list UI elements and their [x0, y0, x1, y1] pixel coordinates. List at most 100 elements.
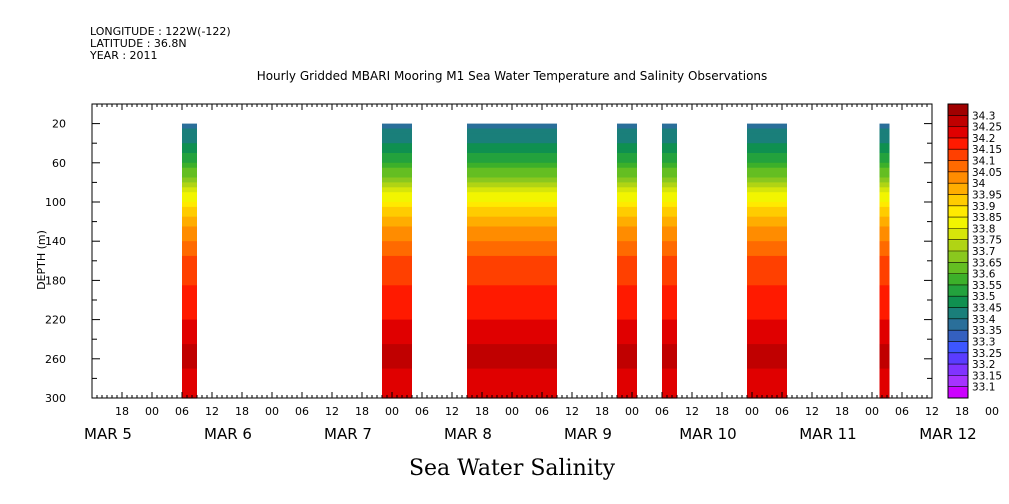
salinity-cell [662, 197, 677, 203]
salinity-cell [617, 128, 637, 134]
colorbar-label: 33.6 [972, 269, 996, 281]
axes: 20 60 100 140 180 220 260 300 18 00 06 12 18 00 06 12 18… [45, 103, 999, 443]
x-tick-label: 12 [805, 405, 819, 418]
colorbar-label: 33.55 [972, 280, 1002, 292]
salinity-cell [662, 157, 677, 164]
x-day-label: MAR 11 [799, 425, 856, 443]
salinity-cell [382, 148, 412, 154]
salinity-cell [382, 128, 412, 134]
data-segment [182, 123, 197, 399]
salinity-cell [467, 373, 557, 379]
salinity-cell [617, 172, 637, 179]
salinity-cell [182, 295, 197, 301]
salinity-cell [662, 167, 677, 174]
salinity-cell [747, 275, 787, 281]
salinity-cell [467, 344, 557, 350]
x-tick-label: 06 [175, 405, 189, 418]
salinity-cell [747, 319, 787, 326]
salinity-cell [467, 162, 557, 169]
salinity-cell [467, 319, 557, 326]
salinity-cell [617, 153, 637, 159]
salinity-cell [617, 251, 637, 257]
colorbar-swatch [948, 307, 968, 320]
salinity-cell [617, 334, 637, 340]
salinity-cell [617, 255, 637, 262]
salinity-cell [662, 143, 677, 149]
salinity-cell [879, 378, 890, 384]
salinity-cell [879, 300, 890, 306]
salinity-cell [182, 260, 197, 267]
colorbar-swatch [948, 251, 968, 263]
salinity-cell [467, 251, 557, 257]
colorbar-label: 33.5 [972, 291, 995, 303]
salinity-cell [382, 138, 412, 144]
salinity-cell [662, 368, 677, 375]
salinity-cell [747, 329, 787, 335]
salinity-cell [662, 226, 677, 232]
salinity-cell [747, 265, 787, 272]
salinity-cell [662, 329, 677, 335]
salinity-cell [747, 353, 787, 360]
salinity-cell [467, 329, 557, 335]
salinity-cell [662, 206, 677, 213]
salinity-cell [182, 157, 197, 164]
salinity-cell [662, 162, 677, 169]
salinity-cell [617, 246, 637, 252]
salinity-cell [879, 260, 890, 267]
salinity-cell [467, 148, 557, 154]
salinity-cell [382, 157, 412, 164]
salinity-cell [382, 285, 412, 291]
salinity-cell [879, 295, 890, 301]
salinity-cell [182, 192, 197, 198]
salinity-cell [617, 202, 637, 208]
salinity-cell [617, 309, 637, 316]
salinity-cell [617, 349, 637, 355]
salinity-cell [382, 246, 412, 252]
salinity-cell [182, 197, 197, 203]
salinity-cell [662, 148, 677, 154]
data-segment [662, 123, 677, 399]
salinity-cell [879, 344, 890, 350]
salinity-cell [747, 182, 787, 188]
colorbar-swatch [948, 273, 968, 286]
salinity-cell [662, 314, 677, 321]
salinity-cell [747, 383, 787, 389]
salinity-cell [382, 309, 412, 316]
salinity-cell [182, 246, 197, 252]
salinity-cell [382, 319, 412, 326]
x-tick-label: 12 [445, 405, 459, 418]
salinity-cell [467, 270, 557, 277]
salinity-cell [382, 206, 412, 213]
salinity-cell [879, 251, 890, 257]
x-tick-label: 12 [325, 405, 339, 418]
salinity-cell [662, 300, 677, 306]
colorbar-label: 33.3 [972, 336, 995, 348]
salinity-cell [467, 226, 557, 232]
salinity-cell [182, 231, 197, 237]
salinity-cell [182, 383, 197, 389]
salinity-cell [467, 123, 557, 130]
salinity-cell [747, 314, 787, 321]
salinity-cell [467, 177, 557, 183]
colorbar-swatch [948, 386, 968, 399]
salinity-cell [467, 290, 557, 296]
salinity-cell [747, 378, 787, 384]
salinity-cell [182, 133, 197, 139]
salinity-cell [467, 265, 557, 272]
salinity-cell [747, 133, 787, 139]
x-tick-label: 12 [565, 405, 579, 418]
salinity-cell [879, 226, 890, 232]
salinity-cell [747, 197, 787, 203]
colorbar-swatch [948, 194, 968, 207]
salinity-cell [382, 231, 412, 237]
salinity-cell [747, 148, 787, 154]
salinity-cell [617, 373, 637, 379]
salinity-cell [182, 290, 197, 296]
salinity-cell [617, 143, 637, 149]
salinity-cell [879, 265, 890, 272]
salinity-cell [617, 216, 637, 223]
salinity-cell [382, 172, 412, 179]
salinity-cell [617, 157, 637, 164]
salinity-cell [182, 319, 197, 326]
x-day-label: MAR 9 [564, 425, 612, 443]
